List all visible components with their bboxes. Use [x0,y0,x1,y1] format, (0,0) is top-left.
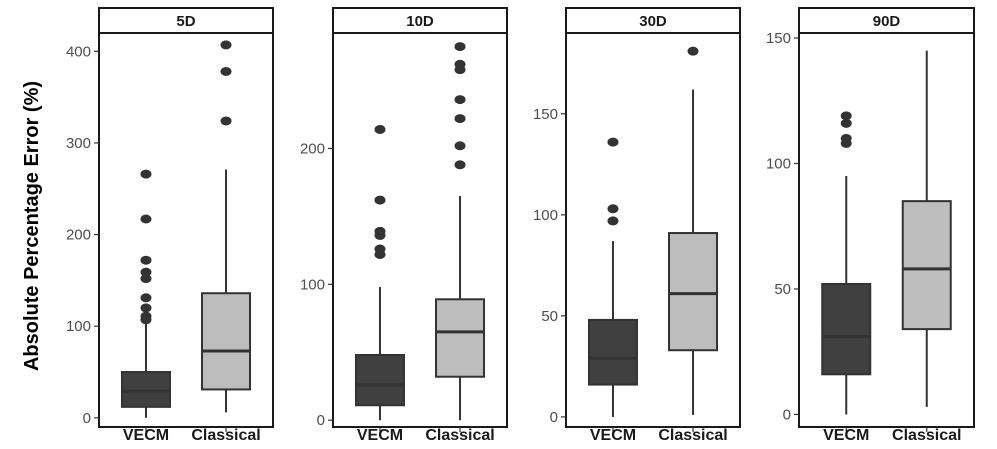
facet-panel-5d: 5D 0 100 200 300 400 VECM Classical [66,7,274,444]
facet-panel-90d: 90D 0 50 100 150 VECM Classical [766,7,975,444]
outlier-point [220,66,232,76]
iqr-box [901,200,952,331]
y-tick-label: 100 [66,318,91,335]
outlier-point [374,124,386,134]
y-tick-label: 100 [533,207,558,224]
x-category-label: VECM [123,427,169,444]
outlier-point [220,40,232,50]
facet-strip [332,7,508,34]
outlier-point [454,42,466,52]
outlier-point [140,255,152,265]
facet-panel-30d: 30D 0 50 100 150 VECM Classical [533,7,741,444]
x-category-label: VECM [823,427,869,444]
x-category-label: Classical [658,427,727,444]
x-category-label: VECM [590,427,636,444]
box-classical: Classical [191,40,261,444]
outlier-point [840,111,852,121]
outlier-point [374,195,386,205]
y-tick-label: 200 [300,140,325,157]
box-vecm: VECM [354,124,405,444]
facet-strip-title: 30D [639,13,667,30]
iqr-box [587,318,638,386]
outlier-point [140,169,152,179]
outlier-point [140,267,152,277]
box-classical: Classical [658,46,728,444]
outlier-point [607,204,619,214]
y-axis-title: Absolute Percentage Error (%) [21,81,43,371]
x-category-label: Classical [425,427,494,444]
outlier-point [454,160,466,170]
iqr-box [668,232,719,352]
outlier-point [840,118,852,128]
y-tick-label: 0 [783,406,791,423]
facet-panel-10d: 10D 0 100 200 VECM Classical [300,7,508,444]
iqr-box [201,292,252,391]
outlier-point [607,137,619,147]
x-category-label: VECM [357,427,403,444]
y-tick-label: 0 [317,412,325,429]
outlier-point [374,226,386,236]
outlier-point [840,133,852,143]
y-tick-label: 50 [774,281,791,298]
iqr-box [435,298,486,378]
outlier-point [454,114,466,124]
iqr-box [120,371,171,408]
x-category-label: Classical [892,427,961,444]
box-vecm: VECM [587,137,638,444]
box-vecm: VECM [821,111,872,444]
outlier-point [140,214,152,224]
outlier-point [454,59,466,69]
y-tick-label: 0 [550,409,558,426]
outlier-point [140,274,152,284]
y-tick-label: 50 [541,308,558,325]
y-tick-label: 150 [766,30,791,47]
box-classical: Classical [892,50,961,444]
y-tick-label: 400 [66,43,91,60]
facet-panels: 5D 0 100 200 300 400 VECM Classical 10D 0 100 200 VE… [66,7,975,444]
outlier-point [140,293,152,303]
box-vecm: VECM [120,169,171,444]
y-tick-label: 300 [66,135,91,152]
y-tick-label: 100 [766,155,791,172]
facet-strip-title: 90D [873,13,901,30]
outlier-point [220,116,232,126]
outlier-point [140,311,152,321]
outlier-point [140,303,152,313]
outlier-point [607,216,619,226]
facet-strip [565,7,741,34]
y-tick-label: 150 [533,106,558,123]
iqr-box [354,353,405,407]
outlier-point [374,244,386,254]
y-tick-label: 200 [66,227,91,244]
outlier-point [687,46,699,56]
outlier-point [454,95,466,105]
x-category-label: Classical [191,427,260,444]
outlier-point [454,141,466,151]
facet-strip-title: 5D [176,13,195,30]
y-tick-label: 100 [300,276,325,293]
facet-strip-title: 10D [406,13,434,30]
box-classical: Classical [425,42,495,444]
y-tick-label: 0 [83,410,91,427]
iqr-box [821,282,872,376]
